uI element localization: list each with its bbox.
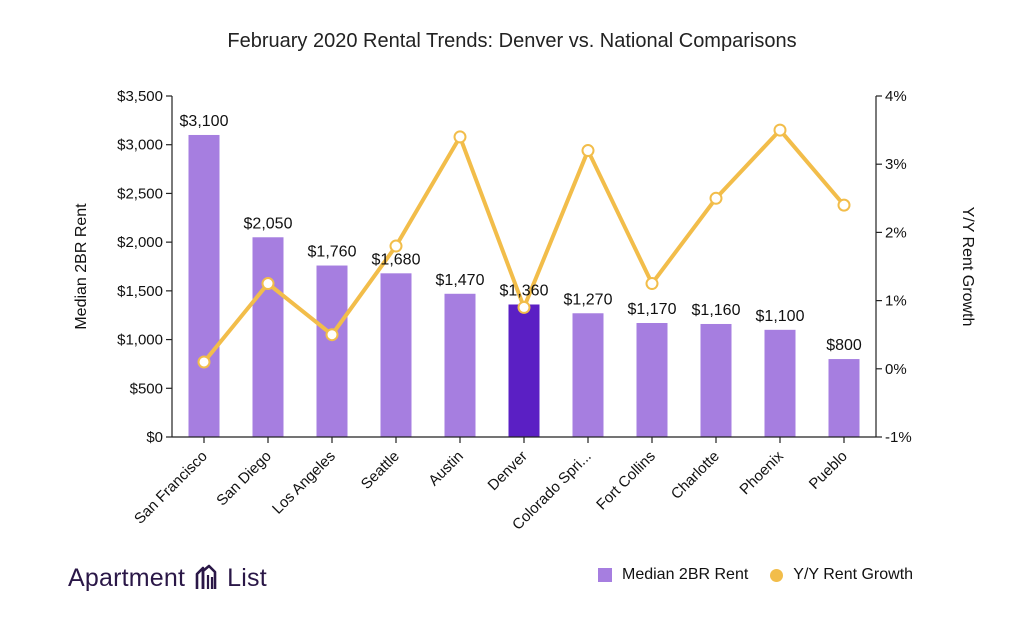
bar-6 [572,313,604,437]
growth-point-4 [453,130,467,144]
x-tick-label-2: Los Angeles [269,448,339,518]
y-tick-label-1: $500 [130,380,163,397]
chart-title: February 2020 Rental Trends: Denver vs. … [227,30,797,52]
x-tick-label-5: Denver [485,448,531,494]
line-layer [197,123,851,369]
legend-label-growth: Y/Y Rent Growth [793,566,914,583]
growth-point-1 [261,277,275,291]
y-tick-label-0: $0 [146,429,163,446]
apartment-list-building-icon [195,564,217,589]
growth-point-6 [581,144,595,158]
bar-data-label-7: $1,170 [628,301,677,318]
y2-tick-label-0: -1% [885,429,912,446]
legend-swatch-growth [770,568,784,582]
y-tick-label-4: $2,000 [117,234,163,251]
y-tick-label-3: $1,500 [117,283,163,300]
bar-data-label-5: $1,360 [500,282,549,299]
x-tick-label-3: Seattle [358,448,403,493]
legend-item-rent: Median 2BR Rent [598,566,748,584]
logo-word-apartment: Apartment [68,563,186,592]
legend-item-growth: Y/Y Rent Growth [770,566,913,584]
growth-point-2 [325,328,339,342]
growth-point-0 [197,355,211,369]
growth-point-8 [709,191,723,205]
y2-tick-label-1: 0% [885,361,907,378]
y2-tick-label-5: 4% [885,88,907,105]
bar-7 [636,323,668,437]
x-tick-label-7: Fort Collins [593,448,659,514]
bar-5 [508,304,540,437]
bar-9 [764,329,796,437]
x-tick-label-4: Austin [425,448,467,490]
legend-swatch-rent [598,568,612,582]
y2-tick-label-4: 3% [885,156,907,173]
growth-point-10 [837,198,851,212]
chart-legend: Median 2BR Rent Y/Y Rent Growth [598,566,935,584]
bar-0 [188,134,220,437]
y-tick-label-5: $2,500 [117,185,163,202]
y2-axis-title: Y/Y Rent Growth [959,207,976,327]
bar-data-label-0: $3,100 [180,113,229,130]
bar-4 [444,293,476,437]
bar-2 [316,265,348,437]
logo-word-list: List [227,563,267,592]
bar-data-label-6: $1,270 [564,291,613,308]
bar-data-label-1: $2,050 [244,215,293,232]
bar-data-label-10: $800 [826,337,862,354]
bar-1 [252,237,284,437]
growth-point-3 [389,239,403,253]
y-tick-label-6: $3,000 [117,137,163,154]
y-tick-label-7: $3,500 [117,88,163,105]
bar-data-label-2: $1,760 [308,244,357,261]
bar-data-label-3: $1,680 [372,251,421,268]
growth-point-9 [773,123,787,137]
y2-tick-label-2: 1% [885,293,907,310]
growth-point-5 [517,300,531,314]
bar-data-label-4: $1,470 [436,272,485,289]
bar-data-label-9: $1,100 [756,308,805,325]
x-tick-label-0: San Francisco [131,448,211,528]
bars-layer [188,134,860,437]
legend-label-rent: Median 2BR Rent [622,566,749,583]
x-tick-label-9: Phoenix [736,447,787,498]
y-tick-label-2: $1,000 [117,332,163,349]
y-axis-title: Median 2BR Rent [73,203,90,330]
x-tick-label-1: San Diego [213,448,275,510]
bar-data-label-8: $1,160 [692,302,741,319]
growth-point-7 [645,277,659,291]
x-tick-label-8: Charlotte [668,448,723,503]
bar-10 [828,359,860,437]
bar-8 [700,323,732,437]
axes-layer [166,95,882,443]
y2-tick-label-3: 2% [885,224,907,241]
x-tick-label-10: Pueblo [806,448,851,493]
bar-3 [380,273,412,437]
brand-logo: Apartment List [68,563,267,593]
